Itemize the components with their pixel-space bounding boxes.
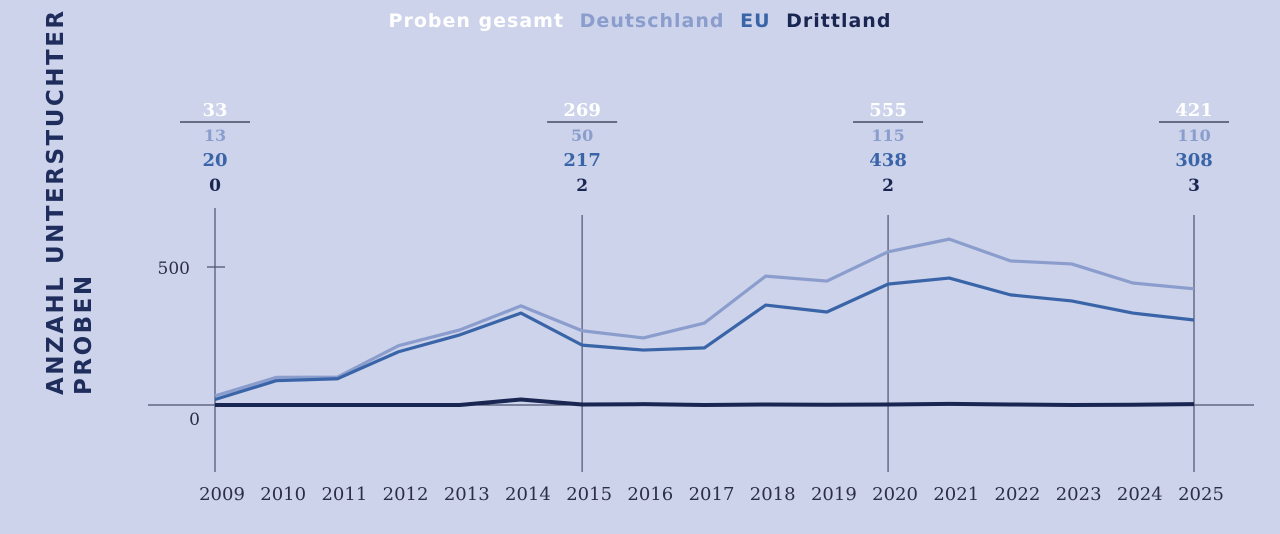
legend-deutschland: Deutschland — [579, 10, 725, 32]
annotation-deutschland-2020: 115 — [871, 126, 904, 145]
x-tick-label: 2017 — [689, 484, 735, 505]
x-tick-label: 2018 — [750, 484, 796, 505]
x-tick-label: 2009 — [199, 484, 245, 505]
annotation-gesamt-2020: 555 — [869, 100, 907, 121]
annotation-eu-2009: 20 — [202, 150, 227, 171]
annotation-drittland-2009: 0 — [209, 176, 221, 196]
x-tick-label: 2016 — [627, 484, 673, 505]
annotation-eu-2020: 438 — [869, 150, 907, 171]
x-tick-label: 2010 — [260, 484, 306, 505]
x-tick-label: 2012 — [383, 484, 429, 505]
x-tick-label: 2013 — [444, 484, 490, 505]
annotation-drittland-2020: 2 — [882, 176, 894, 196]
y-tick-label: 500 — [158, 259, 190, 279]
annotation-drittland-2015: 2 — [576, 176, 588, 196]
annotation-deutschland-2025: 110 — [1177, 126, 1210, 145]
x-tick-label: 2024 — [1117, 484, 1163, 505]
annotation-drittland-2025: 3 — [1188, 176, 1200, 196]
annotation-gesamt-2025: 421 — [1175, 100, 1213, 121]
legend-drittland: Drittland — [786, 10, 892, 32]
x-tick-label: 2021 — [933, 484, 979, 505]
y-tick-label: 0 — [189, 410, 200, 430]
x-tick-label: 2022 — [995, 484, 1041, 505]
x-tick-label: 2011 — [321, 484, 367, 505]
annotation-deutschland-2009: 13 — [204, 126, 226, 145]
annotation-gesamt-2015: 269 — [563, 100, 601, 121]
x-tick-label: 2019 — [811, 484, 857, 505]
x-tick-label: 2014 — [505, 484, 551, 505]
x-tick-label: 2025 — [1178, 484, 1224, 505]
x-tick-label: 2023 — [1056, 484, 1102, 505]
series-line-eu — [214, 276, 1195, 402]
annotation-deutschland-2015: 50 — [571, 126, 593, 145]
annotation-eu-2015: 217 — [563, 150, 601, 171]
x-tick-label: 2015 — [566, 484, 612, 505]
legend-eu: EU — [740, 10, 771, 32]
series-line-proben-gesamt — [214, 237, 1195, 398]
annotation-eu-2025: 308 — [1175, 150, 1213, 171]
x-tick-label: 2020 — [872, 484, 918, 505]
annotation-gesamt-2009: 33 — [202, 100, 227, 121]
series-line-drittland — [215, 397, 1195, 407]
legend-gesamt: Proben gesamt — [388, 10, 565, 32]
legend: Proben gesamt Deutschland EU Drittland — [0, 10, 1280, 32]
